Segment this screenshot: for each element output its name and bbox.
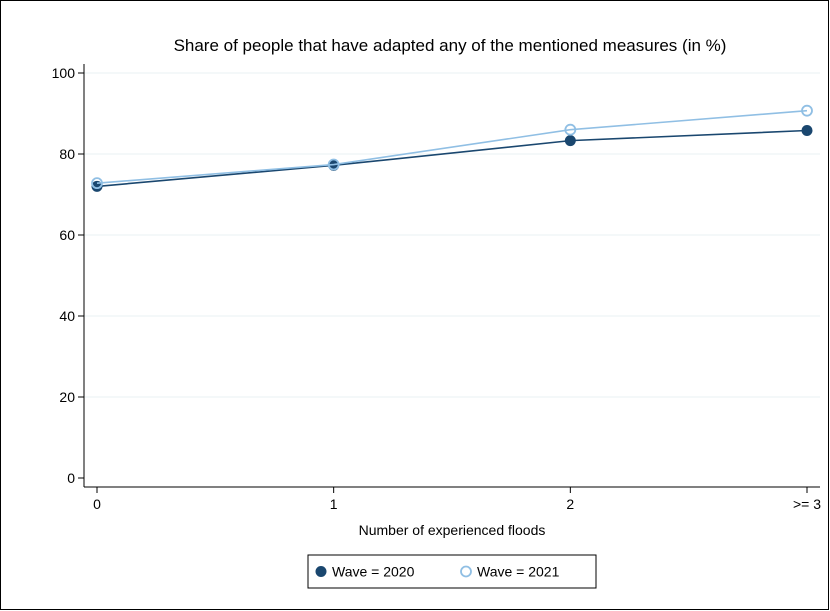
legend: Wave = 2020 Wave = 2021 — [307, 554, 597, 589]
series-1-point-1 — [327, 158, 340, 171]
y-tick-label-4: 80 — [59, 146, 75, 162]
x-tick-label-2: 2 — [566, 496, 574, 512]
series-0-point-3 — [801, 125, 813, 137]
legend-box — [307, 554, 597, 589]
series-0-point-2 — [564, 135, 576, 147]
x-axis-label: Number of experienced floods — [359, 522, 546, 538]
legend-marker-0 — [315, 566, 327, 577]
legend-label-1: Wave = 2021 — [477, 564, 560, 580]
x-tick-label-1: 1 — [330, 496, 338, 512]
axes — [83, 64, 820, 488]
y-tick-label-3: 60 — [59, 227, 75, 243]
series-line-0 — [96, 129, 808, 188]
y-tick-label-1: 20 — [59, 389, 75, 405]
y-tick-label-0: 0 — [67, 470, 75, 486]
y-tick-label-5: 100 — [52, 65, 76, 81]
series-1-point-0 — [91, 177, 103, 190]
chart-title: Share of people that have adapted any of… — [174, 36, 727, 55]
y-tick-label-2: 40 — [59, 308, 75, 324]
series-group — [91, 104, 813, 192]
x-tick-label-3: >= 3 — [793, 496, 821, 512]
gridlines — [84, 72, 820, 398]
x-tick-label-0: 0 — [93, 496, 101, 512]
y-axis-ticks: 0 20 40 60 80 100 — [52, 65, 84, 486]
legend-label-0: Wave = 2020 — [332, 564, 415, 580]
series-0-point-0 — [91, 180, 103, 192]
series-1-point-2 — [564, 123, 577, 136]
series-1-point-3 — [801, 104, 813, 117]
x-axis-ticks: 0 1 2 >= 3 — [93, 487, 821, 512]
series-line-1 — [96, 109, 808, 184]
legend-marker-1 — [460, 565, 472, 578]
